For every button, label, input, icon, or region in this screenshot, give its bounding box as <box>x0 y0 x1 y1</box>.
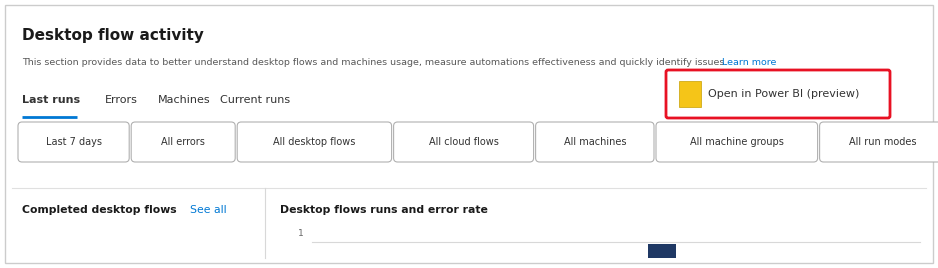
Text: Learn more: Learn more <box>722 58 777 67</box>
Text: All desktop flows: All desktop flows <box>273 137 356 147</box>
FancyBboxPatch shape <box>5 5 933 263</box>
Text: See all: See all <box>190 205 227 215</box>
Text: Desktop flows runs and error rate: Desktop flows runs and error rate <box>280 205 488 215</box>
Bar <box>647 244 675 258</box>
Text: 1: 1 <box>298 229 304 238</box>
Text: Last runs: Last runs <box>22 95 80 105</box>
Text: Errors: Errors <box>105 95 138 105</box>
FancyBboxPatch shape <box>656 122 818 162</box>
FancyBboxPatch shape <box>237 122 391 162</box>
Text: Machines: Machines <box>158 95 211 105</box>
FancyBboxPatch shape <box>18 122 129 162</box>
Text: This section provides data to better understand desktop flows and machines usage: This section provides data to better und… <box>22 58 727 67</box>
Text: Completed desktop flows: Completed desktop flows <box>22 205 176 215</box>
FancyBboxPatch shape <box>820 122 938 162</box>
FancyBboxPatch shape <box>679 81 701 107</box>
Text: All machines: All machines <box>564 137 626 147</box>
Text: Open in Power BI (preview): Open in Power BI (preview) <box>708 89 859 99</box>
FancyBboxPatch shape <box>666 70 890 118</box>
FancyBboxPatch shape <box>394 122 534 162</box>
FancyBboxPatch shape <box>536 122 654 162</box>
Text: Desktop flow activity: Desktop flow activity <box>22 28 204 43</box>
Text: Last 7 days: Last 7 days <box>46 137 101 147</box>
Text: Current runs: Current runs <box>220 95 290 105</box>
Text: All errors: All errors <box>161 137 205 147</box>
FancyBboxPatch shape <box>131 122 235 162</box>
Text: All machine groups: All machine groups <box>689 137 784 147</box>
Text: All run modes: All run modes <box>849 137 916 147</box>
Text: All cloud flows: All cloud flows <box>429 137 498 147</box>
